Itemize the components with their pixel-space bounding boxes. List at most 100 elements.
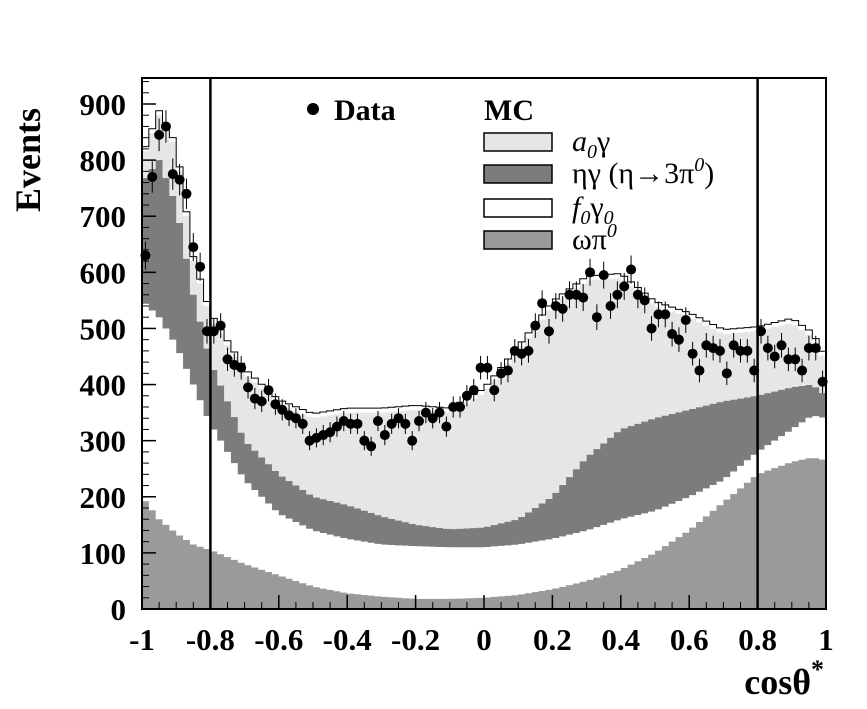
legend-swatch — [483, 164, 553, 184]
data-point — [742, 345, 753, 356]
data-point — [263, 385, 274, 396]
data-point — [434, 407, 445, 418]
data-point — [687, 348, 698, 359]
stack-f0-gamma0 — [142, 303, 826, 609]
y-tick-label: 100 — [80, 536, 127, 571]
legend-data-label: Data — [334, 94, 396, 127]
data-point — [386, 418, 397, 429]
data-point — [756, 326, 767, 337]
data-point — [201, 326, 212, 337]
data-point — [393, 413, 404, 424]
data-point — [557, 303, 568, 314]
data-point — [372, 416, 383, 427]
legend-entry-label: a0γ — [572, 125, 610, 163]
data-point — [400, 418, 411, 429]
data-point — [352, 418, 363, 429]
data-point — [632, 289, 643, 300]
cut-lines — [209, 78, 759, 609]
data-point — [236, 362, 247, 373]
x-tick-label: 1 — [818, 622, 834, 657]
data-point — [448, 402, 459, 412]
data-point — [639, 295, 650, 306]
data-point — [195, 261, 206, 272]
y-tick-label: 400 — [80, 368, 127, 403]
x-tick-label: 0.4 — [601, 622, 640, 657]
data-point — [673, 334, 684, 345]
data-point — [325, 427, 336, 438]
legend-swatch — [483, 230, 553, 250]
y-tick-label: 700 — [80, 199, 127, 234]
x-tick-label: -0.4 — [323, 622, 372, 657]
data-point — [243, 382, 254, 393]
data-point — [420, 407, 431, 418]
data-point — [530, 320, 541, 331]
legend-entry-label: ηγ (η→3π0) — [572, 154, 714, 190]
data-point — [626, 264, 637, 275]
data-point — [160, 121, 171, 132]
data-point — [208, 326, 219, 337]
x-tick-label: -0.2 — [391, 622, 440, 657]
y-tick-label: 800 — [80, 143, 127, 178]
data-point — [797, 365, 808, 376]
data-point — [735, 345, 746, 356]
data-point — [783, 354, 794, 365]
mc-stack-histograms — [142, 115, 826, 609]
stack-eta-gamma — [142, 160, 826, 609]
data-point — [414, 416, 425, 427]
data-point — [578, 292, 589, 303]
data-point — [455, 402, 466, 412]
data-point — [290, 413, 301, 424]
x-tick-label: -1 — [129, 622, 155, 657]
data-point — [810, 343, 821, 354]
y-axis-title: Events — [8, 108, 48, 212]
data-point — [331, 421, 342, 432]
data-point — [585, 267, 596, 278]
data-point — [489, 385, 500, 396]
data-point — [776, 340, 787, 351]
data-point — [728, 340, 739, 351]
y-tick-label: 500 — [80, 311, 127, 346]
data-point — [475, 362, 486, 373]
mc-total-step-line — [142, 110, 826, 414]
stack-omega-pi0 — [142, 458, 826, 609]
data-point — [270, 399, 281, 410]
data-point — [721, 368, 732, 379]
data-point — [749, 365, 760, 376]
data-point — [174, 174, 185, 185]
legend-mc-header: MC — [484, 94, 534, 127]
data-point — [345, 418, 356, 429]
data-point — [646, 323, 657, 334]
data-point — [591, 312, 602, 323]
data-point — [605, 301, 616, 311]
x-tick-label: -0.8 — [186, 622, 235, 657]
legend-entry-label: ωπ0 — [572, 220, 617, 256]
data-point — [366, 441, 377, 452]
data-point — [222, 354, 233, 365]
data-point — [167, 169, 178, 180]
data-point — [215, 320, 226, 331]
data-point — [769, 351, 780, 362]
x-tick-label: 0 — [476, 622, 492, 657]
data-point — [653, 309, 664, 320]
data-point — [427, 413, 438, 424]
y-tick-label: 600 — [80, 255, 127, 290]
y-tick-label: 200 — [80, 480, 127, 515]
data-point — [543, 326, 554, 337]
legend-swatch — [483, 198, 553, 218]
data-point — [482, 362, 493, 373]
data-point — [379, 430, 390, 441]
data-point — [188, 242, 199, 253]
data-point — [694, 365, 705, 376]
data-point — [441, 421, 452, 432]
x-axis: -1 -0.8 -0.6 -0.4 -0.2 0 0.2 0.4 0.6 0.8 1 — [129, 595, 834, 657]
y-tick-label: 0 — [111, 592, 127, 627]
legend-data-marker — [307, 103, 319, 115]
x-axis-title: cosθ* — [744, 655, 824, 702]
x-tick-label: 0.6 — [670, 622, 709, 657]
data-point — [256, 396, 267, 407]
data-point — [680, 315, 691, 326]
mc-total-outline — [142, 110, 826, 414]
